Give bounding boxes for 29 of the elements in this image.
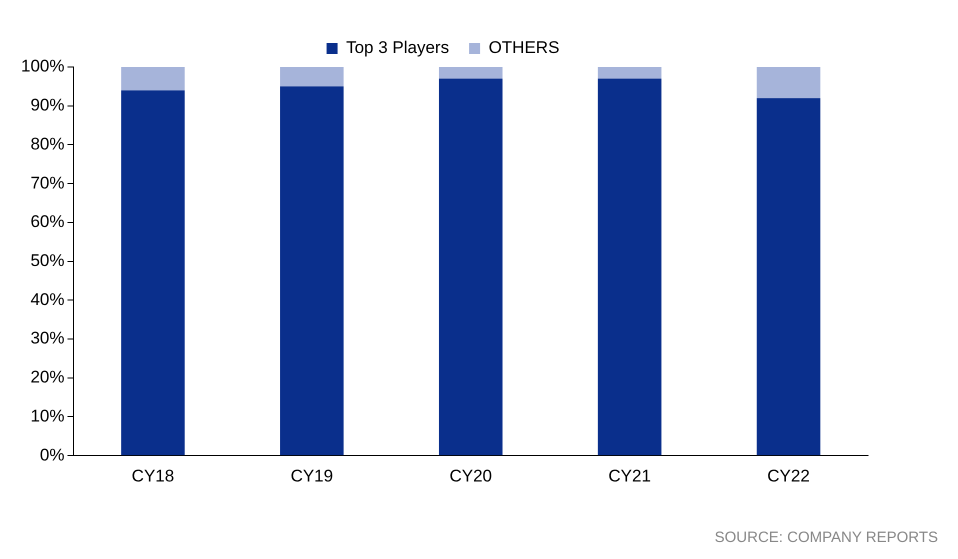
y-tick-label: 20% (30, 368, 64, 387)
legend-label: OTHERS (488, 38, 560, 58)
y-tick-label: 60% (30, 212, 64, 232)
bar (280, 86, 344, 456)
bar (121, 67, 185, 90)
y-tick-label: 10% (30, 406, 64, 426)
bar (438, 78, 503, 456)
bar (121, 90, 185, 456)
bar (756, 98, 820, 456)
bar (598, 78, 662, 456)
y-tick-label: 50% (30, 250, 64, 270)
x-tick-label: CY21 (608, 466, 651, 486)
y-tick-label: 90% (30, 96, 64, 115)
bar (280, 67, 344, 86)
bar (756, 67, 820, 98)
x-tick-label: CY20 (449, 466, 492, 486)
y-tick-label: 70% (30, 173, 64, 192)
bar (438, 67, 503, 79)
bar (598, 67, 662, 79)
x-tick-label: CY19 (290, 466, 334, 486)
y-tick-label: 100% (20, 56, 64, 76)
x-tick-label: CY18 (132, 466, 174, 486)
y-tick-label: 30% (30, 328, 64, 348)
y-tick-label: 40% (30, 290, 64, 309)
legend-label: Top 3 Players (346, 38, 450, 58)
source-note: SOURCE: COMPANY REPORTS (714, 529, 938, 546)
x-tick-label: CY22 (767, 466, 810, 486)
y-tick-label: 0% (40, 445, 64, 464)
y-tick-label: 80% (30, 134, 64, 154)
